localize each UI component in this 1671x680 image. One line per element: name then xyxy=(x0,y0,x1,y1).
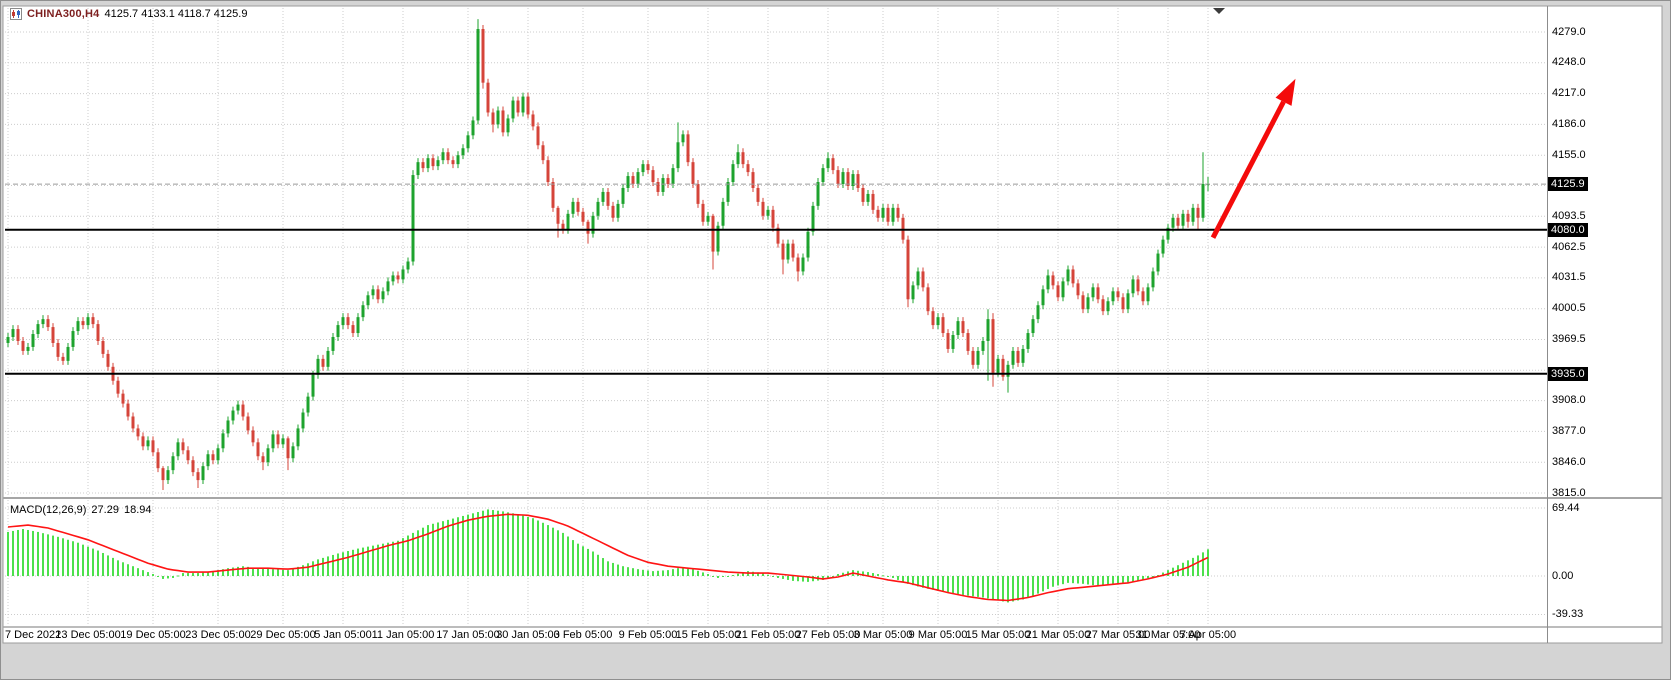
price-axis-label: 3846.0 xyxy=(1552,455,1586,468)
time-axis-label: 5 Jan 05:00 xyxy=(314,629,372,641)
price-axis-label: 3877.0 xyxy=(1552,424,1586,437)
time-axis-label: 30 Jan 05:00 xyxy=(496,629,560,641)
time-axis-label: 27 Feb 05:00 xyxy=(795,629,861,641)
price-axis-label: 4279.0 xyxy=(1552,25,1586,38)
ohlc-values: 4125.7 4133.1 4118.7 4125.9 xyxy=(104,8,248,20)
time-axis-label: 23 Dec 05:00 xyxy=(185,629,251,641)
time-axis-label: 21 Feb 05:00 xyxy=(735,629,801,641)
macd-axis-label: 69.44 xyxy=(1552,501,1580,514)
time-axis-label: 21 Mar 05:00 xyxy=(1025,629,1091,641)
time-axis-label: 19 Dec 05:00 xyxy=(120,629,186,641)
macd-histogram xyxy=(7,509,1209,603)
price-axis-label: 4217.0 xyxy=(1552,87,1586,100)
trend-arrow[interactable] xyxy=(1210,78,1296,239)
macd-signal-line xyxy=(7,513,1209,602)
time-axis-label: 9 Feb 05:00 xyxy=(618,629,678,641)
time-axis-label: 15 Feb 05:00 xyxy=(675,629,741,641)
level-price-box: 3935.0 xyxy=(1548,366,1588,381)
indicator-signal-value: 18.94 xyxy=(123,504,152,516)
price-axis-label: 4000.5 xyxy=(1552,302,1586,315)
time-axis-label: 15 Mar 05:00 xyxy=(965,629,1031,641)
indicator-name: MACD(12,26,9) xyxy=(10,504,87,516)
price-axis-label: 4155.0 xyxy=(1552,148,1586,161)
time-axis-label: 3 Mar 05:00 xyxy=(853,629,913,641)
price-axis-label: 3815.0 xyxy=(1552,486,1586,499)
price-axis-label: 4248.0 xyxy=(1552,56,1586,69)
time-axis-label: 7 Apr 05:00 xyxy=(1179,629,1237,641)
time-axis-label: 29 Dec 05:00 xyxy=(250,629,316,641)
time-axis-label: 31 Mar 05:00 xyxy=(1135,629,1201,641)
time-axis-label: 7 Dec 2022 xyxy=(5,629,62,641)
price-axis-label: 4186.0 xyxy=(1552,117,1586,130)
chart-symbol-icon xyxy=(10,8,22,20)
grid-layer xyxy=(5,8,1547,626)
indicator-label: MACD(12,26,9) 27.29 18.94 xyxy=(10,504,156,516)
chart-header: CHINA300,H4 4125.7 4133.1 4118.7 4125.9 xyxy=(10,8,247,20)
time-axis-label: 11 Jan 05:00 xyxy=(371,629,435,641)
indicator-main-value: 27.29 xyxy=(91,504,119,516)
time-axis-label: 9 Mar 05:00 xyxy=(908,629,968,641)
price-axis-label: 4062.5 xyxy=(1552,240,1586,253)
chart-window-bg xyxy=(2,5,1663,644)
symbol-timeframe-label: CHINA300,H4 xyxy=(27,8,100,20)
time-axis-label: 3 Feb 05:00 xyxy=(553,629,613,641)
price-axis-label: 3969.5 xyxy=(1552,332,1586,345)
time-axis-label: 17 Jan 05:00 xyxy=(436,629,500,641)
time-axis-label: 27 Mar 05:00 xyxy=(1085,629,1151,641)
price-axis[interactable] xyxy=(1548,6,1662,643)
macd-axis-label: -39.33 xyxy=(1552,608,1584,620)
macd-axis-label: 0.00 xyxy=(1552,569,1574,582)
chart-shift-marker[interactable] xyxy=(1213,8,1225,14)
time-axis-label: 13 Dec 05:00 xyxy=(55,629,121,641)
candles-layer xyxy=(6,19,1210,491)
price-axis-label: 4093.5 xyxy=(1552,209,1586,222)
price-axis-label: 4031.5 xyxy=(1552,271,1586,284)
current-price-box: 4125.9 xyxy=(1548,177,1588,192)
level-price-box: 4080.0 xyxy=(1548,222,1588,237)
price-axis-label: 3908.0 xyxy=(1552,394,1586,407)
